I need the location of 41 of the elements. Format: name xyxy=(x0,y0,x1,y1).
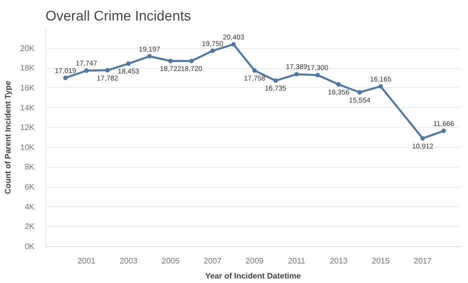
point xyxy=(168,58,173,64)
x-tick-label: 2011 xyxy=(288,256,306,266)
y-tick-label: 2K xyxy=(24,222,36,232)
point xyxy=(252,68,257,73)
point xyxy=(189,58,194,64)
x-tick-label: 2003 xyxy=(120,256,138,266)
y-tick-label: 20K xyxy=(20,44,36,53)
y-tick-label: 6K xyxy=(24,182,36,192)
x-tick-label: 2009 xyxy=(246,256,264,266)
point xyxy=(63,76,68,80)
point xyxy=(336,82,341,87)
point xyxy=(231,42,236,47)
point xyxy=(147,54,152,59)
point xyxy=(294,72,299,76)
x-tick-label: 2005 xyxy=(162,256,180,266)
point xyxy=(273,78,278,83)
point xyxy=(378,84,383,89)
x-tick-label: 2017 xyxy=(414,256,432,266)
y-tick-label: 0K xyxy=(24,242,36,251)
y-tick-label: 4K xyxy=(24,202,36,212)
y-axis-title: Count of Parent Incident Type xyxy=(3,80,12,194)
point xyxy=(105,68,110,73)
x-tick-label: 2007 xyxy=(204,256,222,266)
x-axis-title: Year of Incident Datetime xyxy=(205,272,302,280)
point xyxy=(420,136,425,141)
point xyxy=(357,90,362,95)
point xyxy=(441,128,446,134)
point xyxy=(126,61,131,66)
y-tick-label: 12K xyxy=(20,123,36,132)
y-tick-label: 10K xyxy=(20,142,36,152)
point xyxy=(315,72,320,78)
point xyxy=(84,68,89,73)
point xyxy=(210,48,215,54)
x-tick-label: 2001 xyxy=(78,256,96,266)
y-tick-label: 8K xyxy=(24,162,36,172)
y-tick-label: 18K xyxy=(20,64,36,73)
x-tick-label: 2013 xyxy=(330,256,348,266)
y-tick-label: 16K xyxy=(20,83,36,92)
y-tick-label: 14K xyxy=(20,103,36,112)
x-tick-label: 2015 xyxy=(372,256,390,266)
chart-title: Overall Crime Incidents xyxy=(46,8,191,24)
